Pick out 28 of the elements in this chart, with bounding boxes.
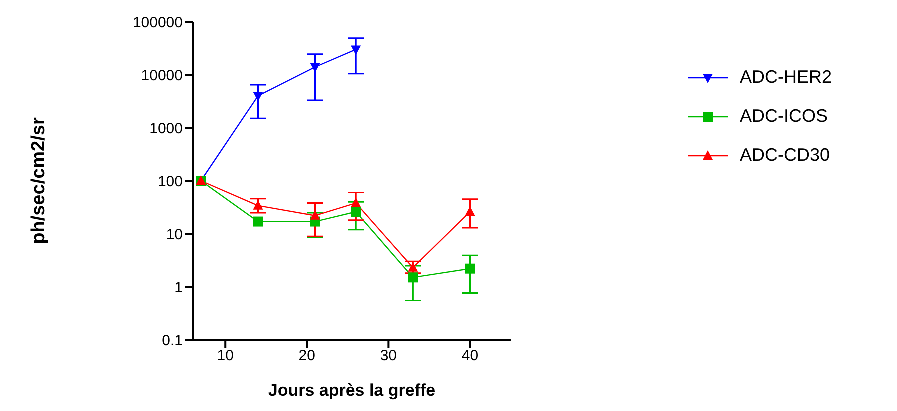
point (408, 272, 418, 283)
point (351, 207, 362, 218)
point (351, 198, 362, 208)
x-axis-title: Jours après la greffe (268, 381, 436, 400)
y-axis-title: ph/sec/cm2/sr (28, 117, 50, 244)
y-tick-label: 10 (166, 226, 183, 244)
legend-label: ADC-ICOS (740, 106, 828, 127)
point (253, 200, 264, 210)
point (465, 206, 476, 216)
y-tick-label: 100000 (132, 14, 183, 32)
y-tick-label: 1000 (150, 120, 183, 138)
point (310, 63, 320, 73)
x-tick-label: 40 (462, 348, 479, 365)
x-tick-label: 10 (217, 348, 234, 365)
y-tick-label: 100 (158, 173, 183, 190)
y-tick-label: 10000 (141, 67, 183, 84)
point (253, 216, 264, 227)
x-tick-label: 30 (380, 348, 398, 365)
legend-label: ADC-HER2 (740, 67, 832, 88)
point (408, 262, 418, 272)
y-tick-label: 1 (174, 279, 183, 296)
point (310, 210, 320, 220)
legend-label: ADC-CD30 (740, 145, 830, 166)
x-tick-label: 20 (298, 348, 316, 365)
point (253, 92, 264, 102)
point (465, 264, 476, 274)
y-tick-label: 0.1 (162, 332, 183, 350)
point (351, 46, 362, 56)
